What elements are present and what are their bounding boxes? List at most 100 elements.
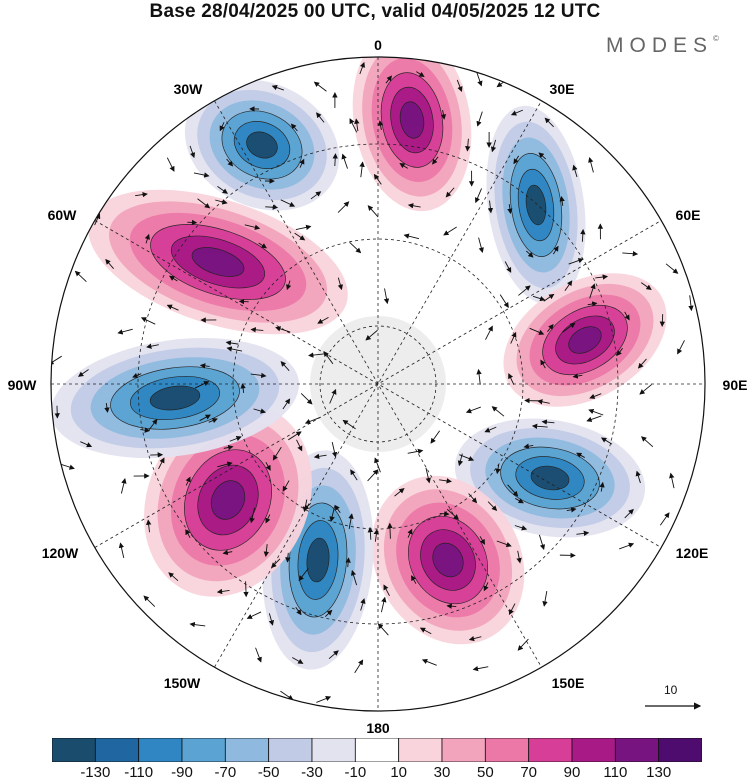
wind-arrow bbox=[112, 166, 128, 172]
wind-arrow bbox=[490, 139, 497, 153]
wind-arrow bbox=[286, 280, 292, 291]
wind-arrow bbox=[587, 301, 598, 307]
wind-arrow bbox=[255, 647, 262, 663]
colorbar-tick-label: 50 bbox=[476, 764, 494, 781]
wind-arrow bbox=[508, 373, 515, 385]
wind-arrow bbox=[374, 457, 381, 473]
wind-arrow bbox=[510, 331, 517, 344]
wind-arrow bbox=[479, 536, 485, 545]
wind-arrow bbox=[348, 513, 354, 529]
wind-arrow bbox=[365, 329, 378, 341]
wind-arrow bbox=[310, 191, 322, 200]
wind-arrow bbox=[144, 233, 150, 244]
wind-arrow bbox=[135, 191, 148, 198]
wind-arrow bbox=[367, 526, 374, 540]
anomaly-cell bbox=[88, 189, 348, 335]
wind-arrow bbox=[547, 323, 554, 332]
wind-arrow bbox=[504, 261, 512, 273]
wind-arrow bbox=[468, 493, 478, 504]
wind-arrow bbox=[244, 224, 261, 230]
anomaly-cell bbox=[184, 79, 340, 211]
wind-arrow bbox=[350, 469, 358, 481]
colorbar-swatch bbox=[658, 738, 702, 762]
wind-arrow bbox=[542, 591, 548, 607]
colorbar-swatch bbox=[181, 738, 226, 762]
wind-arrow bbox=[510, 109, 524, 116]
wind-arrow bbox=[624, 311, 630, 321]
wind-arrow bbox=[588, 408, 604, 416]
wind-arrow bbox=[328, 650, 339, 660]
wind-arrow bbox=[385, 75, 392, 84]
wind-arrow bbox=[472, 665, 489, 672]
wind-arrow bbox=[295, 606, 302, 616]
wind-arrow bbox=[296, 439, 303, 452]
longitude-label-60w: 60W bbox=[48, 207, 78, 223]
wind-arrow bbox=[258, 242, 267, 249]
wind-arrow bbox=[616, 348, 623, 357]
longitude-label-0: 0 bbox=[374, 37, 382, 53]
wind-arrow bbox=[411, 575, 417, 584]
wind-arrow bbox=[120, 478, 127, 494]
wind-arrow bbox=[432, 156, 439, 165]
wind-arrow bbox=[159, 112, 165, 129]
wind-arrow bbox=[117, 328, 133, 335]
colorbar bbox=[52, 738, 702, 762]
wind-arrow bbox=[635, 470, 641, 484]
wind-arrow bbox=[275, 326, 291, 333]
wind-arrow bbox=[619, 542, 635, 550]
wind-arrow bbox=[540, 359, 546, 369]
wind-arrow bbox=[468, 635, 482, 642]
wind-arrow bbox=[331, 442, 338, 458]
wind-arrow bbox=[341, 153, 348, 169]
wind-arrow bbox=[208, 418, 218, 424]
wind-arrow bbox=[263, 544, 269, 558]
wind-arrow bbox=[212, 59, 229, 66]
wind-arrow bbox=[105, 258, 114, 270]
wind-arrow bbox=[640, 282, 652, 290]
wind-arrow bbox=[14, 393, 20, 407]
wind-arrow bbox=[465, 406, 481, 414]
wind-arrow bbox=[367, 5, 380, 13]
wind-arrow bbox=[544, 117, 554, 128]
wind-arrow bbox=[94, 213, 101, 226]
wind-arrow bbox=[285, 552, 291, 563]
wind-arrow bbox=[359, 161, 365, 178]
wind-arrow bbox=[563, 102, 573, 116]
wind-arrow bbox=[367, 205, 379, 218]
wind-arrow bbox=[641, 436, 654, 448]
wind-arrow bbox=[292, 657, 304, 664]
wind-arrow bbox=[446, 603, 457, 609]
wind-arrow bbox=[337, 277, 343, 291]
wind-arrow bbox=[513, 155, 520, 165]
colorbar-tick-label: 110 bbox=[603, 764, 628, 781]
copyright-mark: © bbox=[713, 34, 719, 43]
wind-arrow bbox=[80, 441, 93, 448]
wind-arrow bbox=[146, 343, 159, 349]
wind-arrow bbox=[599, 481, 605, 492]
wind-arrow bbox=[140, 427, 151, 433]
wind-arrow bbox=[443, 226, 457, 236]
anomaly-cell bbox=[503, 273, 667, 407]
wind-arrow bbox=[440, 109, 447, 120]
wind-arrow bbox=[478, 237, 484, 254]
colorbar-tick-label: -110 bbox=[124, 764, 154, 781]
longitude-label-90w: 90W bbox=[8, 377, 38, 393]
wind-arrow bbox=[373, 173, 382, 185]
wind-arrow bbox=[222, 549, 233, 556]
colorbar-tick-label: 130 bbox=[646, 764, 672, 781]
wind-arrow bbox=[253, 408, 266, 414]
longitude-label-150e: 150E bbox=[552, 675, 585, 691]
wind-arrow bbox=[219, 122, 225, 132]
wind-arrow bbox=[562, 322, 576, 333]
wind-arrow bbox=[496, 540, 512, 548]
colorbar-swatch bbox=[268, 738, 313, 762]
wind-arrow bbox=[523, 443, 534, 449]
wind-arrow bbox=[104, 403, 110, 413]
wind-arrow bbox=[538, 152, 547, 160]
colorbar-tick-label: 70 bbox=[520, 764, 537, 781]
wind-arrow bbox=[484, 426, 497, 433]
wind-arrow bbox=[564, 280, 573, 292]
wind-arrow bbox=[216, 588, 230, 595]
wind-arrow bbox=[194, 381, 210, 389]
wind-arrow bbox=[465, 138, 471, 152]
